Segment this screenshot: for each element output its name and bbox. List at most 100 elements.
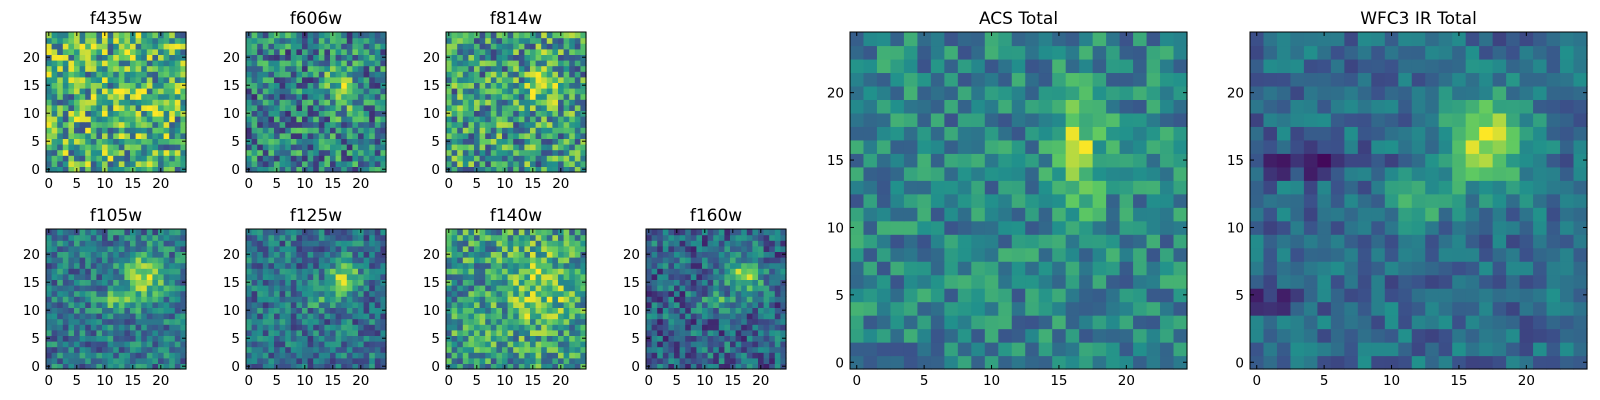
heatmap-cell bbox=[890, 328, 905, 343]
heatmap-cell bbox=[507, 279, 514, 286]
heatmap-cell bbox=[124, 313, 131, 320]
heatmap-cell bbox=[307, 357, 314, 364]
heatmap-cell bbox=[580, 149, 587, 156]
heatmap-cell bbox=[296, 268, 303, 275]
heatmap-cell bbox=[296, 346, 303, 353]
heatmap-cell bbox=[1065, 315, 1080, 330]
heatmap-cell bbox=[702, 262, 709, 269]
heatmap-cell bbox=[674, 262, 681, 269]
heatmap-cell bbox=[1079, 355, 1094, 370]
heatmap-cell bbox=[451, 268, 458, 275]
heatmap-cell bbox=[79, 229, 86, 236]
heatmap-cell bbox=[685, 329, 692, 336]
heatmap-cell bbox=[130, 273, 137, 280]
heatmap-cell bbox=[518, 352, 525, 359]
heatmap-cell bbox=[290, 234, 297, 241]
heatmap-cell bbox=[863, 261, 878, 276]
heatmap-cell bbox=[507, 65, 514, 72]
heatmap-cell bbox=[1038, 288, 1053, 303]
heatmap-cell bbox=[313, 234, 320, 241]
heatmap-cell bbox=[535, 37, 542, 44]
heatmap-cell bbox=[524, 313, 531, 320]
heatmap-cell bbox=[1133, 288, 1148, 303]
heatmap-cell bbox=[730, 324, 737, 331]
heatmap-cell bbox=[758, 307, 765, 314]
heatmap-cell bbox=[580, 346, 587, 353]
heatmap-cell bbox=[107, 245, 114, 252]
heatmap-cell bbox=[380, 346, 387, 353]
heatmap-cell bbox=[674, 341, 681, 348]
heatmap-cell bbox=[513, 301, 520, 308]
heatmap-cell bbox=[998, 261, 1013, 276]
heatmap-cell bbox=[146, 60, 153, 67]
heatmap-cell bbox=[558, 71, 565, 78]
heatmap-cell bbox=[324, 32, 331, 39]
heatmap-cell bbox=[657, 285, 664, 292]
x-tick-label: 5 bbox=[473, 373, 482, 389]
heatmap-cell bbox=[302, 99, 309, 106]
heatmap-cell bbox=[746, 307, 753, 314]
heatmap-cell bbox=[169, 71, 176, 78]
heatmap-cell bbox=[296, 245, 303, 252]
heatmap-cell bbox=[257, 76, 264, 83]
heatmap-cell bbox=[251, 357, 258, 364]
heatmap-cell bbox=[707, 268, 714, 275]
heatmap-cell bbox=[141, 43, 148, 50]
heatmap-cell bbox=[1052, 355, 1067, 370]
heatmap-cell bbox=[251, 363, 258, 370]
heatmap-cell bbox=[690, 352, 697, 359]
heatmap-cell bbox=[113, 318, 120, 325]
heatmap-cell bbox=[662, 301, 669, 308]
heatmap-cell bbox=[285, 335, 292, 342]
heatmap-cell bbox=[774, 301, 781, 308]
heatmap-cell bbox=[51, 144, 58, 151]
heatmap-cell bbox=[285, 71, 292, 78]
heatmap-cell bbox=[752, 346, 759, 353]
heatmap-cell bbox=[490, 285, 497, 292]
heatmap-cell bbox=[763, 357, 770, 364]
heatmap-cell bbox=[124, 60, 131, 67]
heatmap-cell bbox=[685, 279, 692, 286]
heatmap-cell bbox=[257, 37, 264, 44]
heatmap-cell bbox=[518, 76, 525, 83]
heatmap-cell bbox=[262, 76, 269, 83]
heatmap-cell bbox=[341, 240, 348, 247]
heatmap-cell bbox=[174, 132, 181, 139]
heatmap-cell bbox=[74, 290, 81, 297]
heatmap-cell bbox=[68, 54, 75, 61]
heatmap-cell bbox=[302, 144, 309, 151]
heatmap-cell bbox=[462, 279, 469, 286]
heatmap-cell bbox=[763, 262, 770, 269]
heatmap-cell bbox=[890, 193, 905, 208]
heatmap-cell bbox=[468, 43, 475, 50]
heatmap-cell bbox=[302, 82, 309, 89]
heatmap-cell bbox=[451, 127, 458, 134]
heatmap-cell bbox=[279, 43, 286, 50]
heatmap-cell bbox=[685, 335, 692, 342]
heatmap-cell bbox=[563, 307, 570, 314]
heatmap-cell bbox=[46, 245, 53, 252]
heatmap-cell bbox=[903, 342, 918, 357]
heatmap-cell bbox=[998, 315, 1013, 330]
heatmap-cell bbox=[346, 43, 353, 50]
heatmap-cell bbox=[352, 313, 359, 320]
heatmap-cell bbox=[62, 318, 69, 325]
heatmap-cell bbox=[1079, 234, 1094, 249]
heatmap-cell bbox=[169, 357, 176, 364]
heatmap-cell bbox=[646, 290, 653, 297]
heatmap-cell bbox=[174, 76, 181, 83]
heatmap-cell bbox=[569, 132, 576, 139]
heatmap-cell bbox=[341, 48, 348, 55]
heatmap-cell bbox=[51, 251, 58, 258]
heatmap-cell bbox=[569, 32, 576, 39]
heatmap-cell bbox=[152, 132, 159, 139]
heatmap-cell bbox=[769, 301, 776, 308]
heatmap-cell bbox=[324, 240, 331, 247]
heatmap-cell bbox=[690, 251, 697, 258]
heatmap-cell bbox=[330, 324, 337, 331]
heatmap-cell bbox=[380, 37, 387, 44]
heatmap-cell bbox=[369, 76, 376, 83]
heatmap-cell bbox=[51, 65, 58, 72]
y-tick-label: 20 bbox=[23, 50, 40, 66]
